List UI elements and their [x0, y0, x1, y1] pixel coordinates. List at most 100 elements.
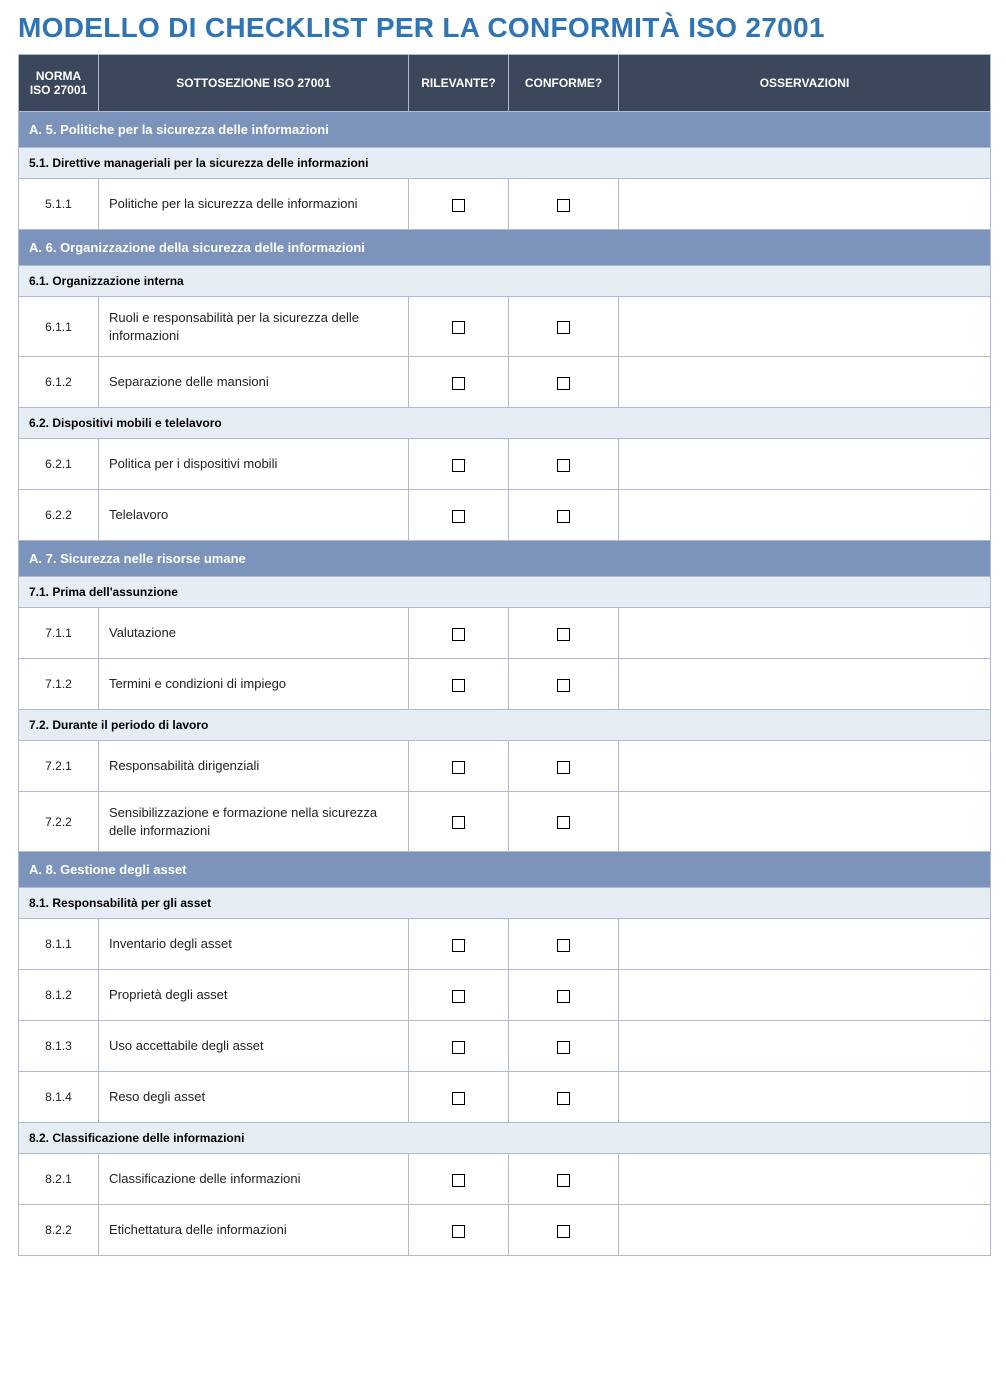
checklist-table: NORMA ISO 27001 SOTTOSEZIONE ISO 27001 R… — [18, 54, 991, 1256]
observations-cell[interactable] — [619, 741, 991, 792]
subsection-label: 6.2. Dispositivi mobili e telelavoro — [19, 408, 991, 439]
clause-code: 6.2.1 — [19, 439, 99, 490]
relevant-checkbox[interactable] — [452, 761, 465, 774]
relevant-cell — [409, 1072, 509, 1123]
compliant-cell — [509, 659, 619, 710]
clause-desc: Separazione delle mansioni — [99, 357, 409, 408]
compliant-checkbox[interactable] — [557, 1041, 570, 1054]
compliant-checkbox[interactable] — [557, 816, 570, 829]
clause-code: 6.1.1 — [19, 297, 99, 357]
relevant-cell — [409, 970, 509, 1021]
col-header-norma: NORMA ISO 27001 — [19, 55, 99, 112]
relevant-checkbox[interactable] — [452, 1174, 465, 1187]
subsection-row: 6.2. Dispositivi mobili e telelavoro — [19, 408, 991, 439]
table-row: 5.1.1Politiche per la sicurezza delle in… — [19, 179, 991, 230]
relevant-checkbox[interactable] — [452, 1041, 465, 1054]
clause-desc: Termini e condizioni di impiego — [99, 659, 409, 710]
relevant-checkbox[interactable] — [452, 1092, 465, 1105]
relevant-cell — [409, 297, 509, 357]
relevant-cell — [409, 357, 509, 408]
compliant-checkbox[interactable] — [557, 1174, 570, 1187]
relevant-checkbox[interactable] — [452, 939, 465, 952]
col-header-rel: RILEVANTE? — [409, 55, 509, 112]
relevant-checkbox[interactable] — [452, 377, 465, 390]
compliant-checkbox[interactable] — [557, 679, 570, 692]
table-row: 8.1.2Proprietà degli asset — [19, 970, 991, 1021]
observations-cell[interactable] — [619, 919, 991, 970]
subsection-row: 8.2. Classificazione delle informazioni — [19, 1123, 991, 1154]
table-row: 6.1.2Separazione delle mansioni — [19, 357, 991, 408]
clause-desc: Politiche per la sicurezza delle informa… — [99, 179, 409, 230]
compliant-checkbox[interactable] — [557, 377, 570, 390]
compliant-checkbox[interactable] — [557, 628, 570, 641]
observations-cell[interactable] — [619, 659, 991, 710]
observations-cell[interactable] — [619, 970, 991, 1021]
compliant-checkbox[interactable] — [557, 939, 570, 952]
observations-cell[interactable] — [619, 1205, 991, 1256]
observations-cell[interactable] — [619, 792, 991, 852]
observations-cell[interactable] — [619, 297, 991, 357]
clause-code: 8.2.2 — [19, 1205, 99, 1256]
relevant-checkbox[interactable] — [452, 510, 465, 523]
clause-desc: Telelavoro — [99, 490, 409, 541]
relevant-cell — [409, 659, 509, 710]
compliant-cell — [509, 179, 619, 230]
subsection-label: 8.1. Responsabilità per gli asset — [19, 888, 991, 919]
clause-desc: Inventario degli asset — [99, 919, 409, 970]
observations-cell[interactable] — [619, 1021, 991, 1072]
table-row: 7.2.1Responsabilità dirigenziali — [19, 741, 991, 792]
compliant-checkbox[interactable] — [557, 1225, 570, 1238]
relevant-checkbox[interactable] — [452, 679, 465, 692]
subsection-row: 8.1. Responsabilità per gli asset — [19, 888, 991, 919]
compliant-checkbox[interactable] — [557, 459, 570, 472]
compliant-cell — [509, 792, 619, 852]
observations-cell[interactable] — [619, 1072, 991, 1123]
observations-cell[interactable] — [619, 439, 991, 490]
compliant-cell — [509, 608, 619, 659]
clause-code: 8.1.1 — [19, 919, 99, 970]
compliant-checkbox[interactable] — [557, 990, 570, 1003]
clause-desc: Etichettatura delle informazioni — [99, 1205, 409, 1256]
compliant-checkbox[interactable] — [557, 321, 570, 334]
relevant-checkbox[interactable] — [452, 1225, 465, 1238]
relevant-checkbox[interactable] — [452, 199, 465, 212]
observations-cell[interactable] — [619, 490, 991, 541]
col-header-oss: OSSERVAZIONI — [619, 55, 991, 112]
compliant-checkbox[interactable] — [557, 761, 570, 774]
subsection-row: 5.1. Direttive manageriali per la sicure… — [19, 148, 991, 179]
table-row: 8.2.1Classificazione delle informazioni — [19, 1154, 991, 1205]
relevant-cell — [409, 741, 509, 792]
relevant-checkbox[interactable] — [452, 990, 465, 1003]
relevant-cell — [409, 490, 509, 541]
relevant-checkbox[interactable] — [452, 321, 465, 334]
compliant-checkbox[interactable] — [557, 510, 570, 523]
compliant-checkbox[interactable] — [557, 1092, 570, 1105]
section-row: A. 7. Sicurezza nelle risorse umane — [19, 541, 991, 577]
relevant-cell — [409, 608, 509, 659]
relevant-cell — [409, 1205, 509, 1256]
observations-cell[interactable] — [619, 608, 991, 659]
table-row: 6.2.2Telelavoro — [19, 490, 991, 541]
observations-cell[interactable] — [619, 179, 991, 230]
clause-desc: Politica per i dispositivi mobili — [99, 439, 409, 490]
table-row: 6.1.1Ruoli e responsabilità per la sicur… — [19, 297, 991, 357]
observations-cell[interactable] — [619, 357, 991, 408]
compliant-checkbox[interactable] — [557, 199, 570, 212]
compliant-cell — [509, 919, 619, 970]
relevant-checkbox[interactable] — [452, 816, 465, 829]
clause-code: 7.1.1 — [19, 608, 99, 659]
compliant-cell — [509, 1205, 619, 1256]
subsection-label: 7.1. Prima dell'assunzione — [19, 577, 991, 608]
observations-cell[interactable] — [619, 1154, 991, 1205]
clause-code: 6.1.2 — [19, 357, 99, 408]
table-header-row: NORMA ISO 27001 SOTTOSEZIONE ISO 27001 R… — [19, 55, 991, 112]
compliant-cell — [509, 741, 619, 792]
relevant-checkbox[interactable] — [452, 459, 465, 472]
clause-code: 5.1.1 — [19, 179, 99, 230]
subsection-row: 7.2. Durante il periodo di lavoro — [19, 710, 991, 741]
relevant-cell — [409, 1021, 509, 1072]
table-row: 8.1.1Inventario degli asset — [19, 919, 991, 970]
page-title: MODELLO DI CHECKLIST PER LA CONFORMITÀ I… — [0, 0, 1006, 54]
table-row: 8.2.2Etichettatura delle informazioni — [19, 1205, 991, 1256]
relevant-checkbox[interactable] — [452, 628, 465, 641]
